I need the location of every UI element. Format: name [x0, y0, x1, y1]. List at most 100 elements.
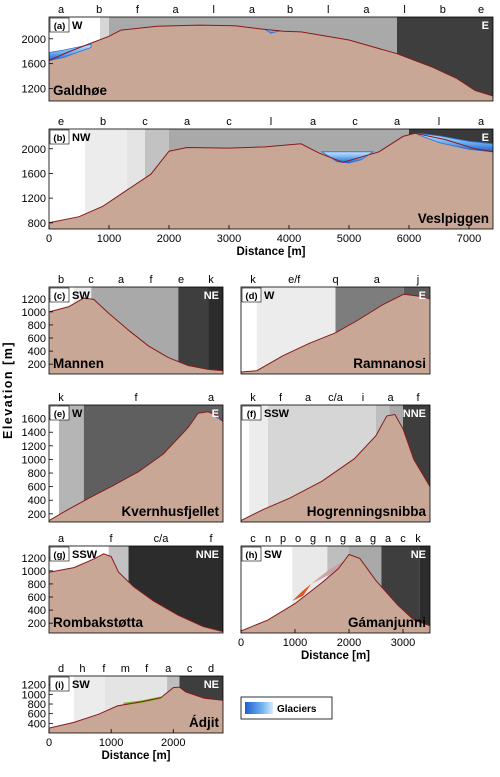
direction-right: NE [411, 549, 426, 561]
direction-left: W [72, 20, 83, 32]
y-tick-label: 400 [28, 718, 46, 730]
terrain-area [49, 298, 223, 374]
zone-letter: a [363, 4, 370, 16]
terrain-area [49, 553, 223, 633]
x-axis-label: Distance [m] [101, 750, 170, 762]
zone-letter: g [340, 533, 346, 545]
site-name: Hogrenningsnibba [307, 504, 427, 519]
panel-frame [48, 286, 224, 375]
zone-letter: f [134, 392, 138, 404]
panel-letter: (i) [55, 680, 64, 691]
direction-left: SW [72, 290, 90, 302]
zone-band [241, 405, 250, 522]
zone-letter: a [184, 116, 191, 128]
x-tick-label: 0 [46, 737, 52, 749]
zone-letter: o [295, 533, 301, 545]
y-tick-label: 1200 [22, 84, 46, 96]
panel-letter: (f) [247, 409, 257, 420]
zone-band [58, 405, 84, 522]
x-tick-label: 5000 [337, 233, 361, 245]
panel-1: 1200 1600 2000 a b f a l a b l a l b e (a) W E Galdhøe [22, 4, 494, 102]
y-tick-label: 1200 [22, 294, 46, 306]
y-tick-label: 1200 [22, 441, 46, 453]
x-tick-label: 0 [46, 233, 52, 245]
y-tick-label: 400 [28, 346, 46, 358]
x-tick-label: 1000 [97, 233, 121, 245]
orange-feature [292, 583, 312, 601]
y-tick-label: 1200 [22, 553, 46, 565]
zone-letter: e [178, 274, 184, 286]
panel-letter-box [49, 546, 70, 562]
y-tick-label: 1000 [22, 454, 46, 466]
zone-band [208, 287, 223, 374]
panel-frame [48, 128, 494, 230]
zone-letter: j [416, 274, 419, 286]
legend: Glaciers [240, 696, 333, 720]
zone-letter: f [102, 663, 106, 675]
panel-frame [240, 286, 431, 375]
pink-feature [311, 561, 344, 584]
direction-left: SSW [264, 408, 290, 420]
site-name: Galdhøe [53, 83, 107, 98]
y-tick-label: 800 [28, 699, 46, 711]
y-tick-label: 1600 [22, 414, 46, 426]
x-tick-label: 2000 [161, 737, 185, 749]
zone-letter: e/f [288, 274, 301, 286]
panel-frame [48, 545, 224, 634]
zone-band [241, 287, 257, 374]
panel-letter: (g) [53, 550, 65, 561]
site-name: Mannen [53, 356, 104, 371]
y-tick-label: 2000 [22, 144, 46, 156]
y-tick-label: 1600 [22, 59, 46, 71]
y-axis-label: Elevation [m] [1, 341, 15, 439]
zone-letter: f [279, 392, 283, 404]
zone-letter: g [310, 533, 316, 545]
y-tick-label: 1000 [22, 307, 46, 319]
site-name: Ádjit [189, 715, 219, 730]
surface-line [241, 553, 430, 632]
direction-right: E [482, 132, 489, 144]
panel-frame [240, 545, 431, 634]
zone-letter: a [394, 116, 401, 128]
panel-letter-box [241, 405, 262, 421]
surface-line [49, 686, 223, 729]
site-name: Ramnanosi [353, 356, 426, 371]
surface-line [49, 297, 223, 372]
y-tick-label: 400 [28, 495, 46, 507]
zone-letter: c [400, 533, 406, 545]
surface-line [49, 411, 223, 522]
zone-band [49, 405, 59, 522]
zone-letter: c [187, 663, 193, 675]
direction-right: E [419, 290, 426, 302]
zone-letter: a [374, 274, 381, 286]
panel-frame [240, 404, 431, 523]
zone-letter: a [58, 4, 65, 16]
site-name: Rombakstøtta [53, 615, 144, 630]
surface-line [241, 413, 430, 522]
direction-left: W [72, 408, 83, 420]
zone-letter: l [270, 116, 272, 128]
surface-line [241, 293, 430, 373]
panel-letter: (a) [54, 21, 66, 32]
zone-letter: a [310, 116, 317, 128]
zone-letter: b [58, 274, 64, 286]
panel-letter: (b) [53, 133, 65, 144]
panel-frame [48, 675, 224, 734]
direction-left: W [264, 290, 275, 302]
zone-letter: f [416, 392, 420, 404]
y-tick-label: 200 [28, 359, 46, 371]
glacier-area [49, 43, 92, 62]
direction-right: NNE [403, 408, 426, 420]
zone-letter: b [96, 4, 102, 16]
zone-letter: c/a [154, 533, 170, 545]
zone-letter: d [208, 663, 214, 675]
zone-letter: a [58, 533, 65, 545]
panel-6: k f a c/a i a f (f) SSW NNE Hogrenningsnibba [240, 392, 431, 523]
panel-letter-box [241, 546, 262, 562]
y-tick-label: 1600 [22, 168, 46, 180]
zone-letter: c [226, 116, 232, 128]
legend-glacier-swatch [245, 702, 273, 714]
x-tick-label: 1000 [99, 737, 123, 749]
